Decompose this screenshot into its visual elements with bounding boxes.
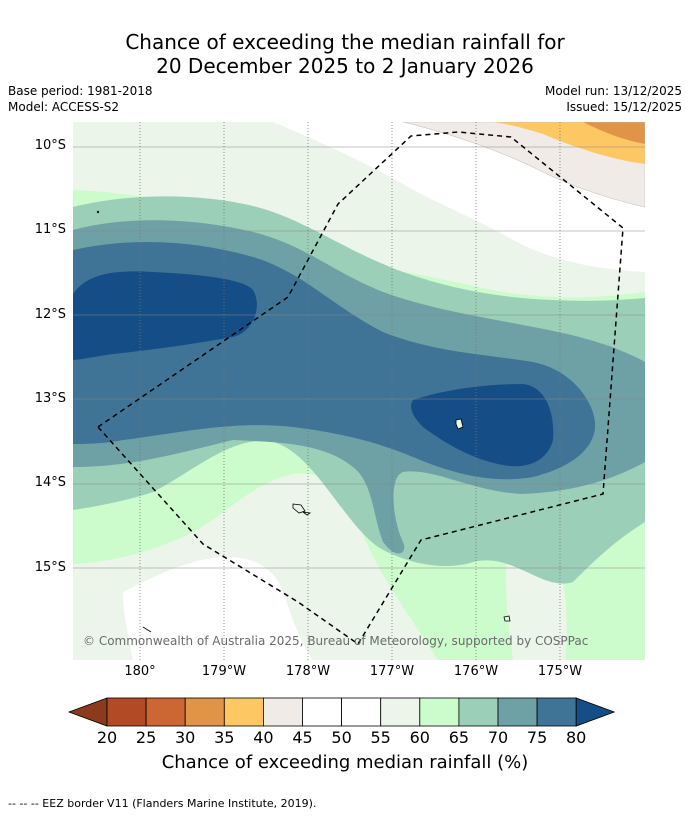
colorbar-segment <box>419 697 460 727</box>
eez-border <box>96 131 624 646</box>
colorbar-tick-label: 50 <box>331 728 352 747</box>
lat-gridlines <box>73 146 645 569</box>
colorbar-tick-label: 80 <box>566 728 587 747</box>
lon-label-178w: 178°W <box>285 664 331 679</box>
lon-label-177w: 177°W <box>369 664 415 679</box>
issued-date: Issued: 15/12/2025 <box>566 100 682 114</box>
base-period: Base period: 1981-2018 <box>8 84 153 98</box>
colorbar-segments <box>67 697 616 727</box>
colorbar-segment <box>106 697 147 727</box>
colorbar-tick-label: 60 <box>409 728 430 747</box>
colorbar-segment <box>341 697 382 727</box>
colorbar-segment <box>145 697 186 727</box>
contour-80-east-core <box>411 384 554 467</box>
colorbar-segment <box>223 697 264 727</box>
colorbar-extend-low <box>67 697 108 727</box>
lat-label-14s: 14°S <box>34 475 66 490</box>
lon-label-176w: 176°W <box>453 664 499 679</box>
colorbar-segment <box>458 697 499 727</box>
colorbar-segment <box>262 697 303 727</box>
lat-label-12s: 12°S <box>34 307 66 322</box>
lon-label-179w: 179°W <box>201 664 247 679</box>
map-title-line1: Chance of exceeding the median rainfall … <box>125 30 565 54</box>
copyright-notice: © Commonwealth of Australia 2025, Bureau… <box>83 634 588 648</box>
colorbar-tick-label: 20 <box>96 728 118 747</box>
contour-line-45 <box>402 122 645 208</box>
lon-label-175w: 175°W <box>537 664 583 679</box>
island-c <box>455 418 464 430</box>
contour-45-55-south <box>123 557 313 660</box>
colorbar-tick-label: 30 <box>175 728 196 747</box>
eez-footnote: -- -- -- EEZ border V11 (Flanders Marine… <box>8 797 317 810</box>
colorbar-segment <box>302 697 342 727</box>
colorbar-tick-label: 35 <box>214 728 235 747</box>
map-title-line2: 20 December 2025 to 2 January 2026 <box>156 54 534 78</box>
colorbar-extend-high <box>575 697 616 727</box>
colorbar-tick-label: 55 <box>370 728 391 747</box>
island-d <box>503 615 511 622</box>
colorbar-segment <box>380 697 421 727</box>
lon-label-180: 180° <box>124 664 156 679</box>
colorbar-label: Chance of exceeding median rainfall (%) <box>161 752 529 773</box>
rainfall-map[interactable]: © Commonwealth of Australia 2025, Bureau… <box>73 122 645 660</box>
contour-80-west-core <box>73 271 257 360</box>
colorbar-segment <box>184 697 225 727</box>
lat-label-10s: 10°S <box>34 138 66 153</box>
lat-label-15s: 15°S <box>34 560 66 575</box>
colorbar-tick-label: 70 <box>487 728 509 747</box>
colorbar-tick-label: 25 <box>135 728 157 747</box>
model-name: Model: ACCESS-S2 <box>8 100 120 114</box>
model-run: Model run: 13/12/2025 <box>544 84 682 98</box>
islands <box>96 210 511 633</box>
contour-30-35-north <box>583 122 645 144</box>
lat-label-11s: 11°S <box>34 222 66 237</box>
colorbar-tick-label: 40 <box>253 728 274 747</box>
colorbar-tick-label: 65 <box>448 728 470 747</box>
colorbar-tick-label: 45 <box>292 728 313 747</box>
colorbar-tick-label: 75 <box>526 728 548 747</box>
island-f <box>96 210 100 214</box>
colorbar-segment <box>497 697 538 727</box>
colorbar-segment <box>536 697 577 727</box>
colorbar <box>67 697 616 727</box>
island-b <box>302 511 312 516</box>
lat-label-13s: 13°S <box>34 391 66 406</box>
island-e <box>142 626 152 633</box>
island-a <box>292 503 306 514</box>
